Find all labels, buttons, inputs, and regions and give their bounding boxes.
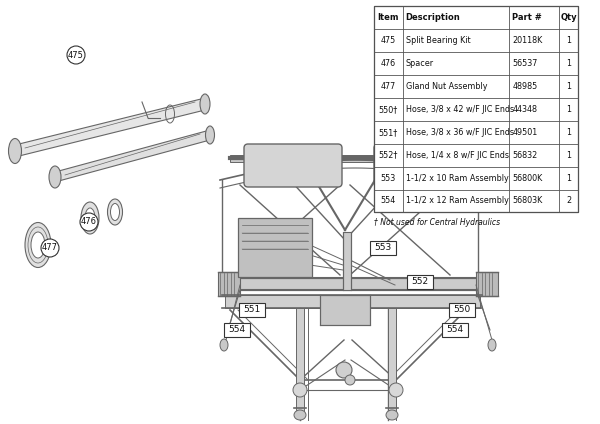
Ellipse shape [8, 139, 22, 164]
Ellipse shape [488, 339, 496, 351]
Text: 553: 553 [374, 243, 392, 253]
Text: Gland Nut Assembly: Gland Nut Assembly [406, 82, 487, 91]
Ellipse shape [110, 204, 119, 220]
Text: 2: 2 [566, 196, 571, 206]
FancyBboxPatch shape [239, 303, 265, 317]
Circle shape [336, 362, 352, 378]
Polygon shape [388, 308, 396, 415]
Text: 1: 1 [566, 36, 571, 45]
Text: 56537: 56537 [512, 59, 538, 68]
Text: 1: 1 [566, 128, 571, 137]
Text: 1: 1 [566, 173, 571, 183]
Polygon shape [15, 98, 205, 157]
Ellipse shape [107, 199, 122, 225]
Text: 1: 1 [566, 151, 571, 160]
Text: Hose, 3/8 x 36 w/F JIC Ends: Hose, 3/8 x 36 w/F JIC Ends [406, 128, 514, 137]
Polygon shape [476, 272, 498, 296]
Text: 552†: 552† [379, 151, 398, 160]
Text: 554: 554 [229, 326, 245, 335]
Text: 56803K: 56803K [512, 196, 542, 206]
Text: 1-1/2 x 10 Ram Assembly: 1-1/2 x 10 Ram Assembly [406, 173, 508, 183]
FancyBboxPatch shape [224, 323, 250, 337]
Polygon shape [320, 295, 370, 325]
Text: 551: 551 [244, 306, 260, 315]
Text: Qty: Qty [560, 13, 577, 22]
FancyBboxPatch shape [407, 275, 433, 289]
Ellipse shape [25, 223, 51, 268]
Polygon shape [296, 308, 304, 415]
Text: † Not used for Central Hydraulics: † Not used for Central Hydraulics [374, 218, 500, 227]
Ellipse shape [85, 208, 95, 228]
FancyBboxPatch shape [370, 241, 396, 255]
Ellipse shape [386, 410, 398, 420]
FancyBboxPatch shape [374, 144, 472, 187]
Circle shape [67, 46, 85, 64]
Text: 475: 475 [380, 36, 396, 45]
Circle shape [389, 383, 403, 397]
Polygon shape [225, 278, 480, 290]
Polygon shape [218, 272, 240, 296]
Text: 56800K: 56800K [512, 173, 542, 183]
Ellipse shape [294, 410, 306, 420]
Text: Part #: Part # [512, 13, 542, 22]
FancyBboxPatch shape [238, 218, 312, 277]
Text: 477: 477 [42, 243, 58, 253]
Ellipse shape [49, 166, 61, 188]
Ellipse shape [200, 94, 210, 114]
Ellipse shape [205, 126, 215, 144]
Text: 1: 1 [566, 59, 571, 68]
Ellipse shape [31, 232, 45, 258]
Text: 1: 1 [566, 82, 571, 91]
Ellipse shape [81, 202, 99, 234]
Circle shape [41, 239, 59, 257]
Text: 476: 476 [380, 59, 396, 68]
Ellipse shape [220, 339, 228, 351]
Text: Item: Item [377, 13, 399, 22]
Text: 20118K: 20118K [512, 36, 542, 45]
Circle shape [293, 383, 307, 397]
Polygon shape [343, 232, 351, 290]
Polygon shape [230, 155, 480, 162]
Text: Hose, 3/8 x 42 w/F JIC Ends: Hose, 3/8 x 42 w/F JIC Ends [406, 105, 514, 114]
Text: 552: 552 [412, 277, 428, 287]
Text: 1: 1 [566, 105, 571, 114]
Circle shape [345, 375, 355, 385]
Text: 475: 475 [68, 50, 84, 59]
Text: 550†: 550† [379, 105, 398, 114]
Text: 44348: 44348 [512, 105, 538, 114]
Text: 49501: 49501 [512, 128, 538, 137]
Polygon shape [55, 130, 210, 182]
Text: Description: Description [406, 13, 460, 22]
Polygon shape [225, 295, 480, 308]
Text: Hose, 1/4 x 8 w/F JIC Ends: Hose, 1/4 x 8 w/F JIC Ends [406, 151, 509, 160]
Text: 550: 550 [454, 306, 470, 315]
Text: 554: 554 [380, 196, 396, 206]
Text: Spacer: Spacer [406, 59, 434, 68]
Text: 476: 476 [81, 218, 97, 226]
Text: 551†: 551† [379, 128, 398, 137]
Text: 56832: 56832 [512, 151, 538, 160]
Circle shape [80, 213, 98, 231]
Text: Split Bearing Kit: Split Bearing Kit [406, 36, 470, 45]
Text: 553: 553 [380, 173, 396, 183]
Text: 554: 554 [446, 326, 464, 335]
Bar [374, 6, 578, 212]
FancyBboxPatch shape [244, 144, 342, 187]
Text: 48985: 48985 [512, 82, 538, 91]
FancyBboxPatch shape [449, 303, 475, 317]
FancyBboxPatch shape [442, 323, 468, 337]
Text: 477: 477 [380, 82, 396, 91]
Text: 1-1/2 x 12 Ram Assembly: 1-1/2 x 12 Ram Assembly [406, 196, 508, 206]
